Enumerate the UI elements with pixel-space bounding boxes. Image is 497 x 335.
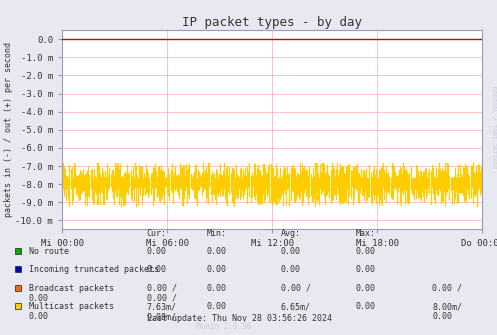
Text: Min:: Min: — [206, 229, 226, 238]
Text: 0.00: 0.00 — [281, 247, 301, 256]
Text: 0.00: 0.00 — [206, 284, 226, 292]
Text: 9.08m/: 9.08m/ — [147, 312, 176, 321]
Text: 0.00 /: 0.00 / — [147, 284, 176, 292]
Text: Avg:: Avg: — [281, 229, 301, 238]
Text: 0.00 /: 0.00 / — [432, 284, 462, 292]
Text: 0.00: 0.00 — [147, 247, 166, 256]
Title: IP packet types - by day: IP packet types - by day — [182, 16, 362, 29]
Text: 0.00: 0.00 — [29, 312, 49, 321]
Text: 0.00: 0.00 — [355, 265, 375, 274]
Text: 0.00: 0.00 — [281, 265, 301, 274]
Text: No route: No route — [29, 247, 69, 256]
Text: 0.00: 0.00 — [355, 284, 375, 292]
Text: 0.00: 0.00 — [206, 247, 226, 256]
Text: 0.00: 0.00 — [29, 294, 49, 303]
Text: 0.00: 0.00 — [206, 265, 226, 274]
Text: 6.65m/: 6.65m/ — [281, 302, 311, 311]
Text: Cur:: Cur: — [147, 229, 166, 238]
Text: Multicast packets: Multicast packets — [29, 302, 114, 311]
Text: 0.00: 0.00 — [432, 312, 452, 321]
Text: Last update: Thu Nov 28 03:56:26 2024: Last update: Thu Nov 28 03:56:26 2024 — [147, 314, 331, 323]
Text: RRDTOOL / TOBI OETIKER: RRDTOOL / TOBI OETIKER — [491, 86, 496, 169]
Text: 0.00: 0.00 — [206, 302, 226, 311]
Text: 0.00: 0.00 — [147, 265, 166, 274]
Y-axis label: packets in (-) / out (+) per second: packets in (-) / out (+) per second — [3, 42, 13, 217]
Text: Incoming truncated packets: Incoming truncated packets — [29, 265, 159, 274]
Text: 8.00m/: 8.00m/ — [432, 302, 462, 311]
Text: 0.00 /: 0.00 / — [281, 284, 311, 292]
Text: 0.00: 0.00 — [355, 302, 375, 311]
Text: 0.00: 0.00 — [355, 247, 375, 256]
Text: 7.63m/: 7.63m/ — [147, 302, 176, 311]
Text: Broadcast packets: Broadcast packets — [29, 284, 114, 292]
Text: Max:: Max: — [355, 229, 375, 238]
Text: 0.00 /: 0.00 / — [147, 294, 176, 303]
Text: Munin 2.0.56: Munin 2.0.56 — [196, 322, 252, 331]
